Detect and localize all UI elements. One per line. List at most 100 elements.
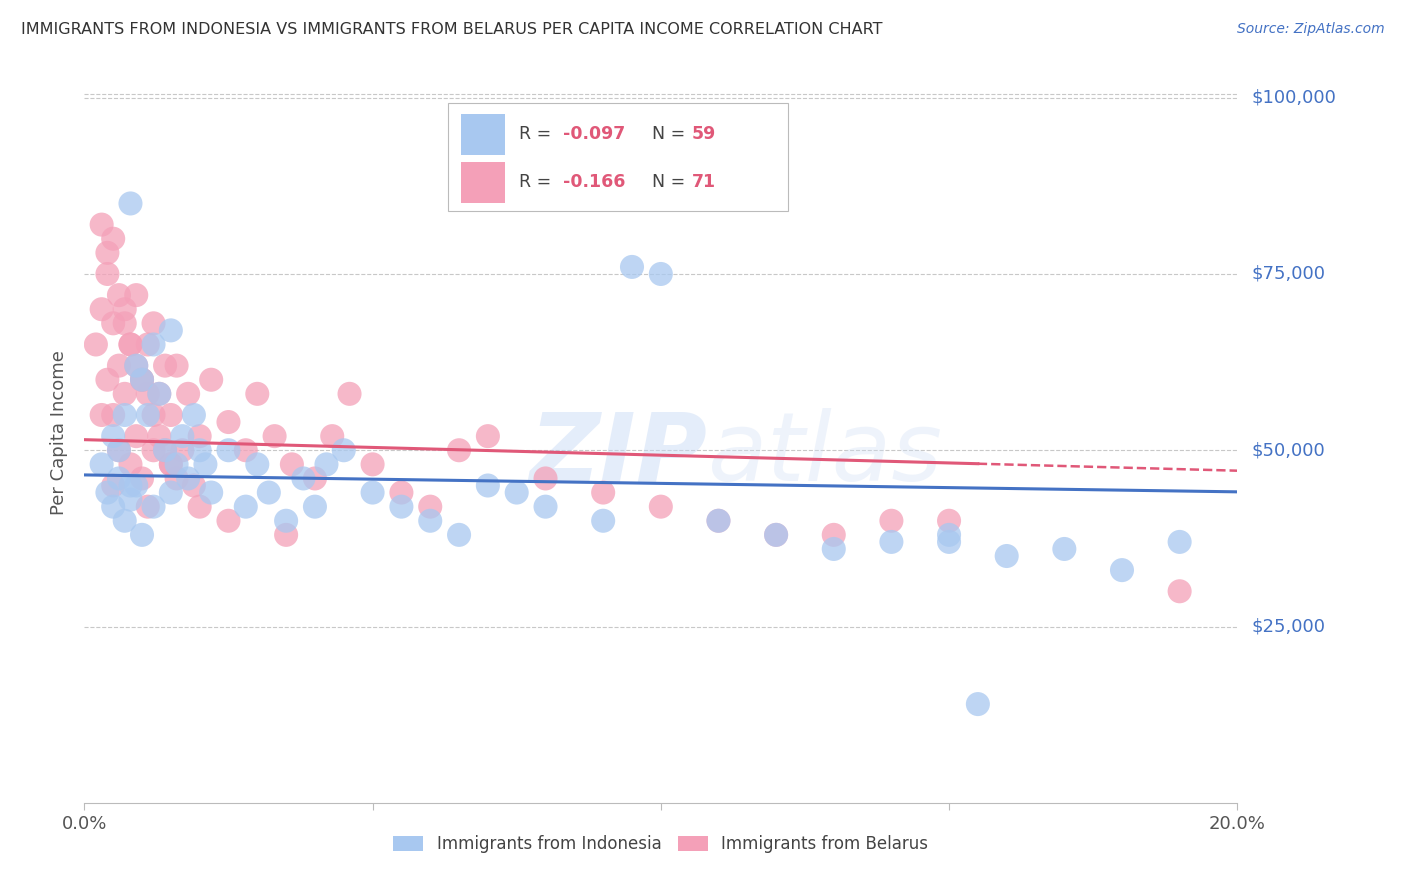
Point: [160, 323, 183, 337]
Point: [506, 485, 529, 500]
Point: [136, 500, 159, 514]
Point: [177, 387, 200, 401]
Point: [103, 408, 124, 422]
Point: [90, 302, 112, 317]
FancyBboxPatch shape: [447, 103, 787, 211]
Point: [103, 500, 124, 514]
Text: $100,000: $100,000: [1251, 88, 1336, 107]
Point: [96, 373, 118, 387]
Point: [183, 408, 205, 422]
Point: [153, 443, 176, 458]
Point: [765, 528, 787, 542]
Point: [188, 443, 211, 458]
Point: [333, 443, 356, 458]
Point: [136, 337, 159, 351]
Text: R =: R =: [519, 173, 557, 192]
Point: [148, 387, 170, 401]
Point: [361, 458, 384, 472]
Point: [120, 337, 142, 351]
Point: [120, 458, 142, 472]
Point: [120, 337, 142, 351]
Point: [621, 260, 644, 274]
Point: [218, 514, 240, 528]
Point: [131, 528, 153, 542]
Point: [160, 408, 183, 422]
Text: 71: 71: [692, 173, 716, 192]
Point: [125, 429, 148, 443]
Point: [707, 514, 730, 528]
Point: [131, 373, 153, 387]
Point: [108, 288, 131, 302]
Point: [131, 373, 153, 387]
Point: [449, 443, 471, 458]
Point: [120, 478, 142, 492]
Point: [131, 471, 153, 485]
Bar: [461, 114, 505, 154]
Text: $25,000: $25,000: [1251, 617, 1326, 635]
Point: [938, 514, 960, 528]
Text: 59: 59: [692, 125, 716, 144]
Point: [1053, 541, 1076, 556]
Point: [235, 500, 257, 514]
Text: -0.166: -0.166: [562, 173, 626, 192]
Point: [281, 458, 304, 472]
Point: [419, 500, 441, 514]
Point: [108, 471, 131, 485]
Point: [650, 267, 672, 281]
Legend: Immigrants from Indonesia, Immigrants from Belarus: Immigrants from Indonesia, Immigrants fr…: [385, 826, 936, 861]
Point: [218, 415, 240, 429]
Point: [172, 443, 194, 458]
Point: [292, 471, 315, 485]
Text: atlas: atlas: [707, 409, 942, 501]
Point: [419, 514, 441, 528]
Bar: [461, 162, 505, 202]
Point: [534, 471, 557, 485]
Point: [142, 337, 165, 351]
Point: [103, 478, 124, 492]
Point: [166, 458, 188, 472]
Point: [218, 443, 240, 458]
Point: [172, 429, 194, 443]
Point: [967, 697, 990, 711]
Point: [90, 218, 112, 232]
Point: [194, 458, 217, 472]
Point: [449, 528, 471, 542]
Point: [880, 535, 903, 549]
Text: $75,000: $75,000: [1251, 265, 1326, 283]
Point: [108, 443, 131, 458]
Point: [823, 541, 845, 556]
Point: [177, 471, 200, 485]
Point: [142, 443, 165, 458]
Point: [153, 443, 176, 458]
Point: [1111, 563, 1133, 577]
Point: [125, 359, 148, 373]
Y-axis label: Per Capita Income: Per Capita Income: [51, 351, 69, 515]
Point: [321, 429, 343, 443]
Point: [96, 245, 118, 260]
Point: [235, 443, 257, 458]
Point: [166, 471, 188, 485]
Point: [120, 196, 142, 211]
Point: [707, 514, 730, 528]
Point: [136, 408, 159, 422]
Point: [200, 485, 222, 500]
Point: [103, 316, 124, 330]
Text: N =: N =: [651, 125, 690, 144]
Point: [1168, 535, 1191, 549]
Point: [592, 514, 614, 528]
Point: [188, 500, 211, 514]
Point: [114, 387, 136, 401]
Point: [765, 528, 787, 542]
Point: [125, 478, 148, 492]
Point: [131, 373, 153, 387]
Point: [1168, 584, 1191, 599]
Point: [90, 458, 112, 472]
Point: [477, 429, 499, 443]
Point: [103, 232, 124, 246]
Point: [96, 485, 118, 500]
Point: [188, 429, 211, 443]
Point: [200, 373, 222, 387]
Point: [995, 549, 1018, 563]
Point: [276, 528, 298, 542]
Point: [114, 514, 136, 528]
